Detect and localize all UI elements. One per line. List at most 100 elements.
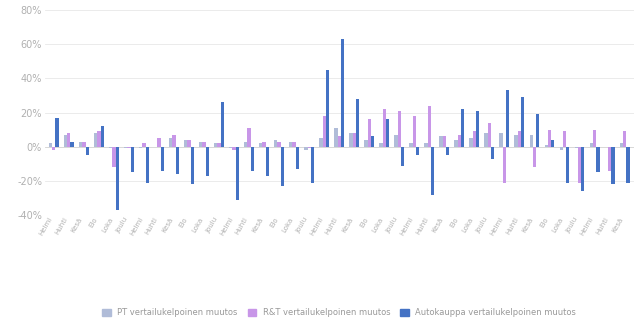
Bar bbox=[566, 147, 570, 182]
Bar bbox=[446, 147, 449, 155]
Bar bbox=[319, 138, 323, 147]
Bar bbox=[499, 133, 503, 147]
Bar bbox=[353, 133, 356, 147]
Bar bbox=[248, 128, 251, 147]
Bar bbox=[589, 143, 593, 147]
Bar bbox=[221, 102, 224, 147]
Bar bbox=[521, 97, 524, 147]
Bar bbox=[488, 123, 491, 147]
Bar bbox=[70, 141, 74, 147]
Bar bbox=[296, 147, 299, 169]
Bar bbox=[334, 128, 337, 147]
Bar bbox=[371, 136, 374, 147]
Bar bbox=[86, 147, 89, 155]
Bar bbox=[82, 141, 86, 147]
Bar bbox=[172, 135, 175, 147]
Bar bbox=[112, 147, 116, 167]
Bar bbox=[175, 147, 179, 174]
Bar bbox=[244, 141, 248, 147]
Bar bbox=[367, 119, 371, 147]
Bar bbox=[563, 131, 566, 147]
Bar bbox=[100, 126, 104, 147]
Bar bbox=[349, 133, 353, 147]
Bar bbox=[536, 114, 540, 147]
Bar bbox=[548, 130, 551, 147]
Bar bbox=[199, 141, 202, 147]
Bar bbox=[484, 133, 488, 147]
Bar bbox=[323, 116, 326, 147]
Bar bbox=[383, 109, 386, 147]
Bar bbox=[593, 130, 596, 147]
Bar bbox=[145, 147, 149, 182]
Bar bbox=[202, 141, 205, 147]
Legend: PT vertailukelpoinen muutos, R&T vertailukelpoinen muutos, Autokauppa vertailuke: PT vertailukelpoinen muutos, R&T vertail… bbox=[102, 308, 576, 318]
Bar bbox=[259, 143, 262, 147]
Bar bbox=[518, 131, 521, 147]
Bar bbox=[131, 147, 134, 172]
Bar bbox=[473, 131, 476, 147]
Bar bbox=[157, 138, 161, 147]
Bar bbox=[161, 147, 164, 171]
Bar bbox=[278, 141, 281, 147]
Bar bbox=[49, 143, 52, 147]
Bar bbox=[205, 147, 209, 176]
Bar bbox=[623, 131, 626, 147]
Bar bbox=[515, 135, 518, 147]
Bar bbox=[443, 136, 446, 147]
Bar bbox=[503, 147, 506, 182]
Bar bbox=[274, 140, 278, 147]
Bar bbox=[620, 143, 623, 147]
Bar bbox=[109, 147, 112, 149]
Bar bbox=[469, 138, 473, 147]
Bar bbox=[458, 135, 461, 147]
Bar bbox=[506, 90, 509, 147]
Bar bbox=[386, 119, 389, 147]
Bar bbox=[575, 147, 578, 149]
Bar bbox=[529, 135, 533, 147]
Bar bbox=[424, 143, 428, 147]
Bar bbox=[608, 147, 611, 171]
Bar bbox=[440, 136, 443, 147]
Bar bbox=[79, 141, 82, 147]
Bar bbox=[491, 147, 494, 159]
Bar bbox=[626, 147, 630, 182]
Bar bbox=[559, 147, 563, 150]
Bar bbox=[97, 131, 100, 147]
Bar bbox=[188, 140, 191, 147]
Bar bbox=[184, 140, 188, 147]
Bar bbox=[52, 147, 56, 150]
Bar bbox=[581, 147, 584, 191]
Bar bbox=[431, 147, 435, 195]
Bar bbox=[326, 70, 329, 147]
Bar bbox=[94, 133, 97, 147]
Bar bbox=[551, 140, 554, 147]
Bar bbox=[139, 147, 142, 149]
Bar bbox=[356, 99, 359, 147]
Bar bbox=[251, 147, 254, 171]
Bar bbox=[262, 141, 266, 147]
Bar bbox=[428, 106, 431, 147]
Bar bbox=[461, 109, 465, 147]
Bar bbox=[229, 147, 232, 149]
Bar bbox=[397, 111, 401, 147]
Bar bbox=[545, 145, 548, 147]
Bar bbox=[124, 147, 127, 149]
Bar bbox=[413, 116, 416, 147]
Bar bbox=[214, 143, 218, 147]
Bar bbox=[394, 135, 397, 147]
Bar bbox=[380, 143, 383, 147]
Bar bbox=[578, 147, 581, 182]
Bar bbox=[236, 147, 239, 200]
Bar bbox=[476, 111, 479, 147]
Bar bbox=[116, 147, 119, 210]
Bar bbox=[611, 147, 614, 184]
Bar bbox=[416, 147, 419, 155]
Bar bbox=[281, 147, 284, 186]
Bar bbox=[311, 147, 314, 182]
Bar bbox=[341, 39, 344, 147]
Bar bbox=[142, 143, 145, 147]
Bar bbox=[307, 147, 311, 149]
Bar bbox=[292, 141, 296, 147]
Bar bbox=[127, 147, 131, 149]
Bar bbox=[304, 147, 307, 150]
